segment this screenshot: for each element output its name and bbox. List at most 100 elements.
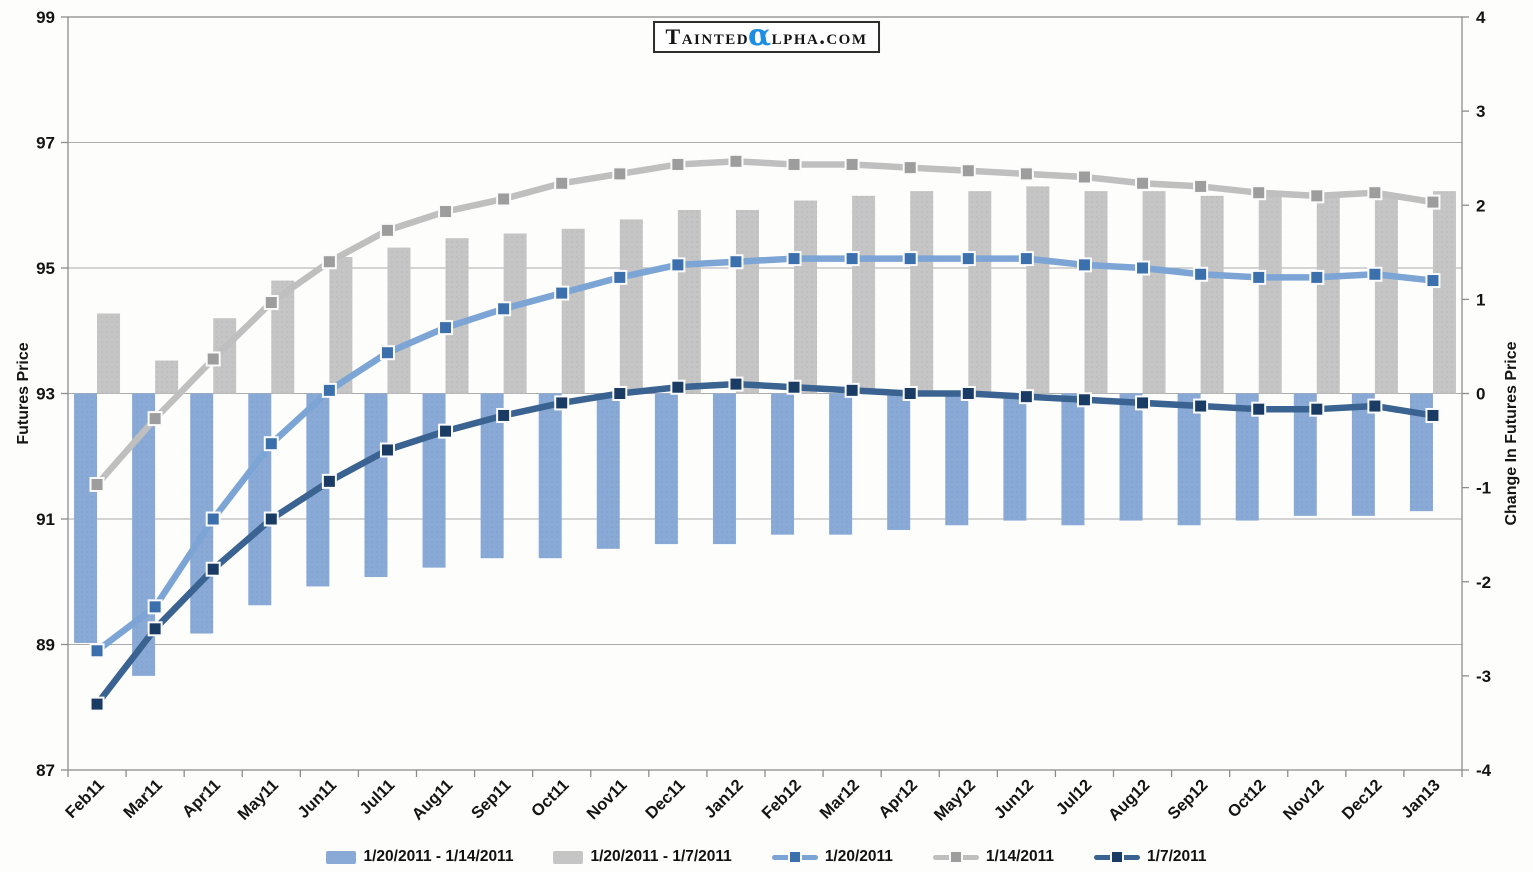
line-series [93,255,1437,655]
legend-label: 1/20/2011 - 1/14/2011 [363,848,514,865]
right-tick-label: 3 [1476,102,1485,121]
bar-texture [1432,191,1456,394]
bar-texture [538,393,562,559]
bar-texture [968,191,992,394]
x-category-label: Jan13 [1398,776,1444,822]
line-marker [147,411,163,427]
line-marker [147,599,163,615]
bar-texture [97,313,121,394]
legend-line-swatch [1094,850,1141,865]
bar-texture [619,219,643,394]
bar-texture [771,393,795,535]
line-marker [205,351,221,367]
bar-texture [329,257,353,394]
logo-suffix: lpha.com [771,24,868,49]
line-marker [263,436,279,452]
line-marker [321,382,337,398]
right-tick-label: -2 [1476,573,1491,592]
x-category-label: May11 [234,776,282,824]
line-marker [1018,166,1034,182]
line-marker [902,251,918,267]
x-category-label: Sep11 [468,776,514,822]
line-marker [1309,188,1325,204]
bar-texture [887,393,911,530]
left-tick-label: 91 [36,510,55,529]
legend-label: 1/20/2011 [824,848,893,865]
line-marker [728,254,744,270]
bar-texture [213,318,237,394]
right-tick-label: 4 [1476,8,1486,27]
line-marker [1193,178,1209,194]
bar-texture [503,233,527,394]
line-marker [902,386,918,401]
bar-texture [74,393,98,643]
bar-texture [561,228,585,394]
line-marker [379,345,395,361]
line-marker [379,222,395,238]
line-marker [554,285,570,301]
x-category-label: Apr11 [179,776,224,821]
x-category-label: Dec12 [1339,776,1386,823]
left-tick-label: 93 [36,385,55,404]
line-marker [786,379,802,395]
bar-texture [1142,191,1166,394]
x-category-label: Aug12 [1105,776,1153,824]
line-marker [1425,407,1441,423]
bar-texture [852,195,876,394]
line-marker [670,257,686,273]
x-category-label: Jun12 [991,776,1037,822]
line-marker [728,153,744,169]
line-series [93,380,1437,708]
line-marker [321,473,337,489]
line-marker [670,156,686,172]
line-marker [438,204,454,220]
legend-item: 1/20/2011 [771,848,893,866]
bar-texture [155,360,179,394]
bar-texture [1003,393,1027,521]
line-marker [902,160,918,176]
bar-texture [1084,191,1108,394]
bar-texture [945,393,969,526]
line-marker [1076,392,1092,408]
bar-texture [1293,393,1317,516]
x-category-label: Oct12 [1224,776,1269,821]
x-category-label: Jul12 [1053,776,1096,819]
line-marker [844,382,860,398]
line-marker [263,511,279,527]
line-marker [1425,194,1441,210]
x-category-label: Mar11 [120,776,166,822]
line-marker [554,395,570,411]
right-tick-label: 0 [1476,385,1485,404]
line-marker [1425,273,1441,289]
legend-label: 1/20/2011 - 1/7/2011 [590,848,732,865]
x-category-label: Apr12 [875,776,921,822]
line-marker [554,175,570,191]
line-marker [960,163,976,179]
x-category-label: May12 [931,776,979,824]
line-marker [89,476,105,492]
x-category-label: Sep12 [1164,776,1211,823]
bar-texture [654,393,678,545]
line-marker [205,511,221,527]
line-marker [1193,398,1209,414]
right-tick-label: 2 [1476,196,1485,215]
line-marker [147,621,163,637]
bar-texture [387,247,411,394]
x-category-label: Feb11 [62,776,108,822]
line-marker [844,156,860,172]
x-category-label: Feb12 [758,776,804,822]
bar-texture [596,393,620,549]
line-marker [612,386,628,401]
right-tick-label: -1 [1476,479,1491,498]
bar-texture [422,393,446,568]
logo: Taintedαlpha.com [652,21,881,53]
line-marker [1135,260,1151,276]
bar-texture [480,393,504,559]
bar-texture [1026,186,1050,394]
line-marker [1251,401,1267,417]
line-marker [438,320,454,336]
bar-texture [1119,393,1143,521]
x-category-label: Nov12 [1280,776,1328,824]
legend-line-marker [948,850,963,864]
